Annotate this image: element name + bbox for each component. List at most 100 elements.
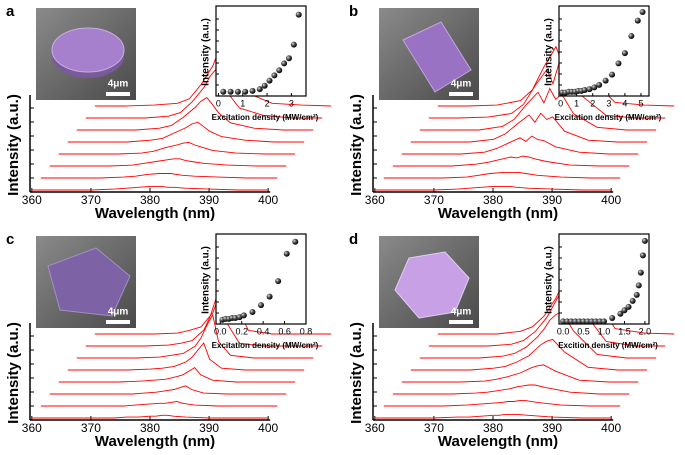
inset-point xyxy=(295,11,302,18)
inset-y-label: Intensity (a.u.) xyxy=(544,18,555,86)
inset-y-label: Intensity (a.u.) xyxy=(544,246,555,314)
inset-x-tick-label: 3 xyxy=(606,98,611,108)
inset-point xyxy=(637,269,644,276)
inset-y-label: Intensity (a.u.) xyxy=(201,18,212,86)
inset-point xyxy=(629,297,636,304)
inset-frame xyxy=(558,233,650,325)
inset-point xyxy=(641,237,648,244)
spectrum xyxy=(85,285,323,347)
inset-x-tick-label: 0.4 xyxy=(257,326,270,336)
inset-x-tick-label: 0.8 xyxy=(300,326,313,336)
spectrum xyxy=(419,310,657,359)
inset-point xyxy=(639,252,646,259)
spectrum xyxy=(419,87,657,131)
x-tick-label: 380 xyxy=(483,421,503,435)
x-tick-label: 390 xyxy=(542,193,562,207)
inset-point xyxy=(621,50,628,57)
panel: d 360 370 380 390 400 Wavelength (nm) Intensity… xyxy=(348,231,675,450)
inset-x-tick-label: 2 xyxy=(590,98,595,108)
x-tick-label: 370 xyxy=(424,421,444,435)
x-tick-label: 400 xyxy=(258,193,278,207)
x-tick-label: 380 xyxy=(140,193,160,207)
inset-x-label: Excitation density (MW/cm²) xyxy=(555,113,662,122)
inset-point xyxy=(283,250,290,257)
inset-point xyxy=(276,67,283,74)
panel: b 360 370 380 390 400 Wavelength (nm) Intensity… xyxy=(348,3,675,222)
inset-point xyxy=(249,309,256,315)
panel: c 360 370 380 390 400 Wavelength (nm) Intensity… xyxy=(5,231,332,450)
inset-point xyxy=(261,82,268,89)
x-tick-label: 360 xyxy=(22,421,42,435)
inset-x-tick-label: 0 xyxy=(558,98,563,108)
spectrum xyxy=(392,155,630,167)
spectrum xyxy=(374,185,612,191)
spectrum xyxy=(401,135,639,155)
inset-point xyxy=(271,72,278,79)
x-tick-label: 380 xyxy=(483,193,503,207)
inset-point xyxy=(256,86,263,93)
x-axis-label: Wavelength (nm) xyxy=(438,205,558,222)
spectrum xyxy=(49,385,287,395)
x-tick-label: 390 xyxy=(199,193,219,207)
y-axis-label: Intensity (a.u.) xyxy=(5,322,22,424)
spectrum xyxy=(58,367,296,383)
inset-x-label: Excitation density (MW/cm²) xyxy=(212,341,319,350)
inset-point xyxy=(234,88,241,95)
x-tick-label: 360 xyxy=(365,421,385,435)
spectrum xyxy=(40,401,278,407)
x-tick-label: 380 xyxy=(140,421,160,435)
spectrum xyxy=(401,364,639,383)
inset-point xyxy=(266,77,273,84)
inset-x-tick-label: 3 xyxy=(289,98,294,108)
inset-point xyxy=(249,87,256,94)
x-tick-label: 360 xyxy=(365,193,385,207)
inset-point xyxy=(258,302,264,309)
y-axis-label: Intensity (a.u.) xyxy=(348,322,365,424)
inset-x-tick-label: 1 xyxy=(574,98,579,108)
x-tick-label: 390 xyxy=(542,421,562,435)
inset-point xyxy=(628,33,635,39)
panel-label: a xyxy=(6,3,15,20)
inset-point xyxy=(615,60,622,67)
scale-bar-label: 4μm xyxy=(108,79,129,90)
inset-point xyxy=(617,310,624,317)
inset-x-tick-label: 2 xyxy=(265,98,270,108)
x-tick-label: 360 xyxy=(22,193,42,207)
spectrum xyxy=(392,384,630,395)
inset-point xyxy=(609,315,616,321)
inset-x-tick-label: 1.0 xyxy=(598,326,611,336)
spectrum xyxy=(76,97,314,131)
inset-point xyxy=(275,278,282,285)
spectrum xyxy=(410,112,648,143)
inset-point xyxy=(596,81,603,88)
inset-point xyxy=(266,293,273,300)
inset-frame xyxy=(215,233,307,325)
inset-x-label: Excition density (MW/cm²) xyxy=(558,341,658,350)
spectrum xyxy=(428,62,666,119)
spectrum xyxy=(383,172,621,179)
inset-point xyxy=(633,291,640,298)
inset-point xyxy=(634,17,641,24)
inset-point xyxy=(609,71,616,78)
scale-bar-label: 4μm xyxy=(451,79,472,90)
panel-label: c xyxy=(6,231,14,248)
x-tick-label: 370 xyxy=(81,421,101,435)
y-axis-label: Intensity (a.u.) xyxy=(348,94,365,196)
spectrum xyxy=(85,68,323,119)
inset-point xyxy=(625,303,632,310)
crystal xyxy=(394,251,470,319)
spectrum xyxy=(76,313,314,359)
inset-point xyxy=(621,307,628,314)
inset-x-tick-label: 0.6 xyxy=(278,326,291,336)
inset-x-tick-label: 0.0 xyxy=(557,326,570,336)
inset-point xyxy=(581,87,588,93)
x-axis-label: Wavelength (nm) xyxy=(438,433,558,450)
x-tick-label: 370 xyxy=(424,193,444,207)
x-axis-label: Wavelength (nm) xyxy=(95,433,215,450)
x-tick-label: 400 xyxy=(601,193,621,207)
spectrum xyxy=(58,141,296,155)
inset-x-tick-label: 0.0 xyxy=(214,326,227,336)
inset-x-tick-label: 2.0 xyxy=(639,326,652,336)
inset-point xyxy=(635,282,642,289)
